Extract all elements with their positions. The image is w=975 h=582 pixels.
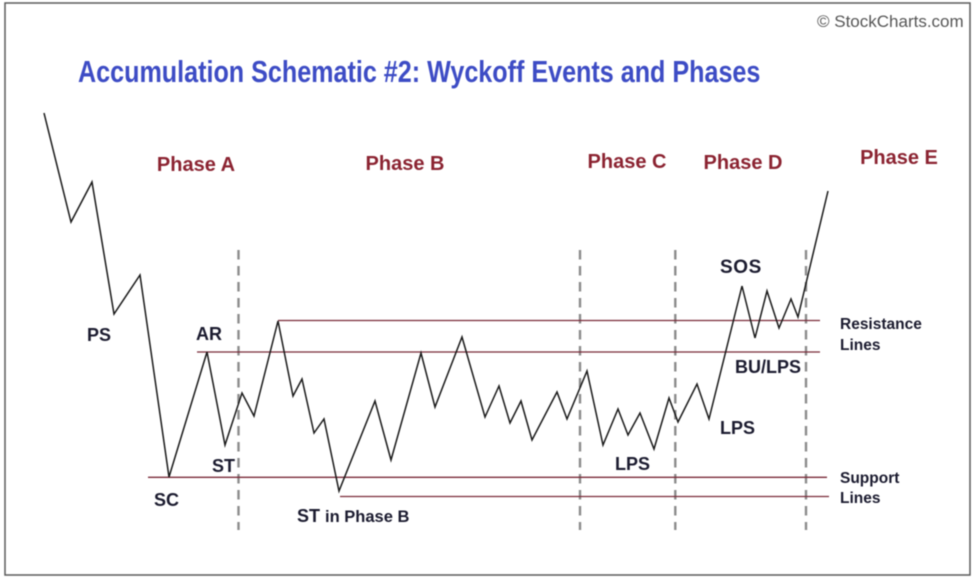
svg-text:Phase A: Phase A	[157, 154, 235, 176]
svg-text:Support: Support	[840, 470, 899, 487]
svg-text:LPS: LPS	[720, 418, 755, 438]
svg-text:LPS: LPS	[615, 454, 650, 474]
svg-text:Resistance: Resistance	[840, 316, 922, 333]
svg-text:AR: AR	[196, 324, 222, 344]
svg-text:ST in Phase B: ST in Phase B	[297, 506, 409, 526]
svg-text:Lines: Lines	[840, 337, 880, 354]
svg-text:BU/LPS: BU/LPS	[735, 357, 801, 377]
svg-text:Phase C: Phase C	[588, 151, 667, 173]
svg-text:Lines: Lines	[840, 490, 880, 507]
svg-text:Phase E: Phase E	[860, 147, 938, 169]
svg-text:© StockCharts.com: © StockCharts.com	[817, 12, 964, 31]
svg-text:SOS: SOS	[720, 257, 762, 278]
svg-text:Phase D: Phase D	[704, 152, 783, 174]
svg-text:ST: ST	[212, 456, 235, 476]
svg-text:Phase B: Phase B	[366, 153, 445, 175]
svg-text:SC: SC	[154, 490, 179, 510]
svg-text:PS: PS	[87, 325, 111, 345]
svg-text:Accumulation Schematic #2: Wyc: Accumulation Schematic #2: Wyckoff Event…	[78, 55, 760, 89]
